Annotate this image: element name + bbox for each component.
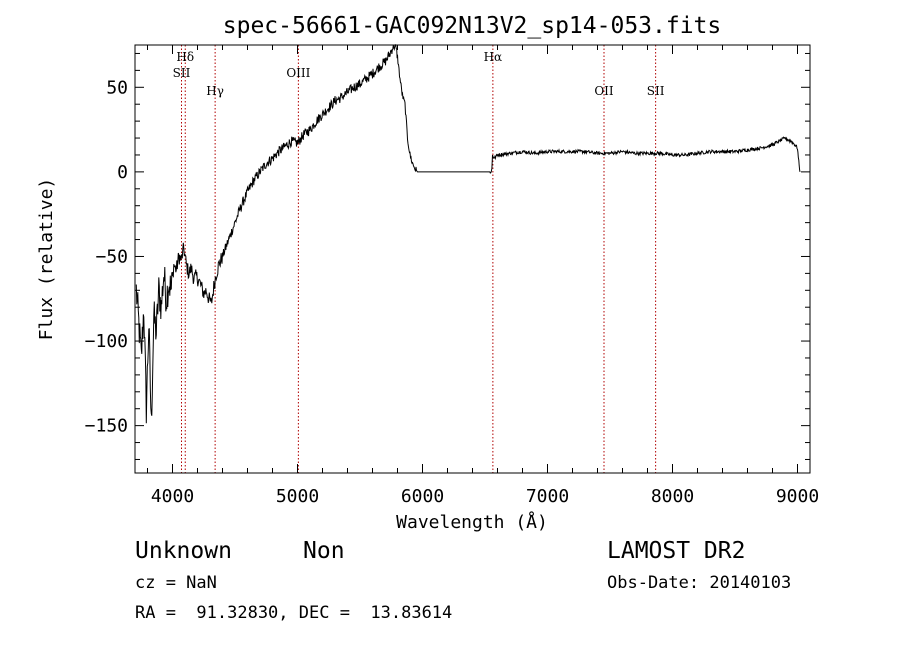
ra-dec-coordinates: RA = 91.32830, DEC = 13.83614 [135,603,453,623]
plot-frame [134,44,811,474]
marker-label: OIII [286,66,310,80]
x-axis-label: Wavelength (Å) [396,511,548,533]
x-tick-label: 9000 [776,486,819,507]
y-tick-label: −100 [85,331,128,352]
marker-label: Hδ [176,50,194,64]
redshift-cz: cz = NaN [135,573,217,593]
y-axis-label: Flux (relative) [36,178,57,341]
marker-label: SII [647,84,665,98]
y-tick-label: −50 [95,246,128,267]
marker-label: OII [594,84,614,98]
survey-name: LAMOST DR2 [607,538,746,564]
emission-line-labels: Hδ SII Hγ OIII Hα OII SII [173,50,665,98]
object-subclass: Non [303,538,345,564]
chart-title: spec-56661-GAC092N13V2_sp14-053.fits [223,13,722,39]
observation-date: Obs-Date: 20140103 [607,573,792,593]
marker-label: SII [173,66,191,80]
x-axis-ticks: 4000 5000 6000 7000 8000 9000 [147,45,819,507]
y-tick-label: −150 [85,416,128,437]
y-axis-ticks: 50 0 −50 −100 −150 [85,52,810,460]
y-tick-label: 50 [106,77,128,98]
spectrum-series-line [135,43,801,424]
x-tick-label: 5000 [276,486,319,507]
x-tick-label: 6000 [401,486,444,507]
x-tick-label: 7000 [526,486,569,507]
y-tick-label: 0 [117,162,128,183]
emission-line-markers [181,45,657,473]
marker-label: Hα [484,50,503,64]
x-tick-label: 8000 [651,486,694,507]
x-tick-label: 4000 [151,486,194,507]
object-class: Unknown [135,538,232,564]
marker-label: Hγ [206,84,224,98]
